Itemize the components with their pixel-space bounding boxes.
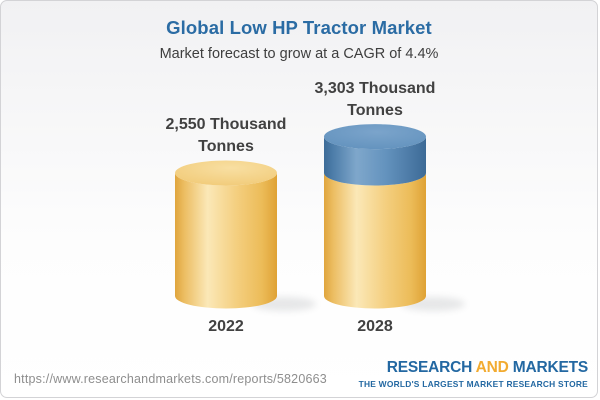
page-title: Global Low HP Tractor Market xyxy=(166,17,432,38)
logo-word-research: RESEARCH xyxy=(386,359,473,376)
value-label-2028: 3,303 Thousand Tonnes xyxy=(300,78,450,122)
value-label-2022-line1: 2,550 Thousand xyxy=(165,116,287,133)
research-and-markets-logo: RESEARCH AND MARKETS THE WORLD'S LARGEST… xyxy=(358,359,589,389)
value-label-2028-line1: 3,303 Thousand xyxy=(314,80,436,97)
category-label-2028: 2028 xyxy=(357,318,393,335)
logo-tagline: THE WORLD'S LARGEST MARKET RESEARCH STOR… xyxy=(358,379,588,389)
page-subtitle: Market forecast to grow at a CAGR of 4.4… xyxy=(159,46,439,62)
logo-wordmark: RESEARCH AND MARKETS xyxy=(359,359,588,377)
value-label-2028-line2: Tonnes xyxy=(347,102,403,119)
report-url: https://www.researchandmarkets.com/repor… xyxy=(14,372,327,386)
category-label-2022: 2022 xyxy=(208,318,244,335)
logo-word-markets: MARKETS xyxy=(512,359,588,376)
value-label-2022: 2,550 Thousand Tonnes xyxy=(151,114,301,158)
value-label-2022-line2: Tonnes xyxy=(198,138,254,155)
logo-word-and: AND xyxy=(475,359,509,376)
